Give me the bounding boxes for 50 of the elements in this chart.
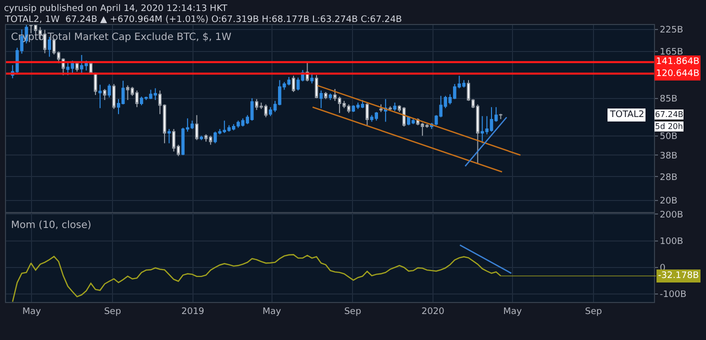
candlestick — [310, 72, 314, 84]
candlestick — [98, 84, 102, 109]
x-tick-label: May — [262, 306, 282, 317]
candlestick — [168, 128, 171, 144]
ref-line-label: 141.864B — [656, 57, 700, 67]
text: 5d 20h — [655, 122, 683, 131]
candlestick — [250, 98, 254, 122]
candlestick — [195, 114, 198, 141]
x-tick-label: 2019 — [181, 306, 205, 317]
candlestick — [204, 134, 208, 142]
y-tick-label: -100B — [660, 290, 686, 300]
candlestick — [29, 25, 33, 34]
candlestick — [388, 106, 392, 112]
annotation: 67.24B — [655, 110, 684, 119]
candlestick — [75, 61, 79, 72]
y-tick-label: 38B — [660, 151, 678, 162]
candlestick — [292, 75, 296, 92]
candlestick — [324, 91, 328, 100]
y-tick-label: 165B — [660, 48, 684, 58]
x-tick-label: Sep — [584, 306, 602, 317]
x-tick-label: Sep — [104, 306, 122, 317]
candlestick — [328, 92, 332, 100]
y-tick-label: 100B — [660, 236, 684, 247]
candlestick — [319, 90, 323, 109]
candlestick — [366, 102, 369, 126]
candlestick — [379, 104, 383, 113]
candlestick — [200, 135, 204, 141]
text: Mom (10, close) — [11, 220, 92, 231]
annotation: TOTAL2 — [609, 110, 644, 120]
x-tick-label: May — [503, 306, 523, 317]
y-tick-label: 20B — [660, 196, 678, 207]
candlestick — [393, 102, 396, 112]
candlestick — [108, 84, 111, 98]
candlestick — [360, 99, 364, 109]
x-tick-label: Sep — [344, 306, 362, 317]
y-tick-label: 28B — [660, 172, 678, 183]
y-tick-label: 85B — [660, 94, 678, 104]
text: cyrusip published on April 14, 2020 12:14:13 HKT — [4, 4, 228, 14]
candlestick — [314, 74, 318, 99]
y-tick-label: 225B — [660, 26, 684, 36]
y-tick-label: 200B — [660, 210, 684, 220]
candlestick — [112, 84, 116, 110]
candlestick — [499, 113, 502, 120]
ref-line-label: 120.644B — [656, 69, 700, 79]
candlestick — [103, 88, 106, 100]
text: TOTAL2, 1W 67.24B ▲ +670.964M (+1.01%) O:67.319B H:68.177B L:63.274B C:67.24B — [4, 15, 402, 25]
x-tick-label: May — [22, 306, 42, 317]
y-tick-label: 50B — [660, 132, 678, 142]
candlestick — [208, 135, 212, 146]
x-tick-label: 2020 — [422, 306, 445, 317]
